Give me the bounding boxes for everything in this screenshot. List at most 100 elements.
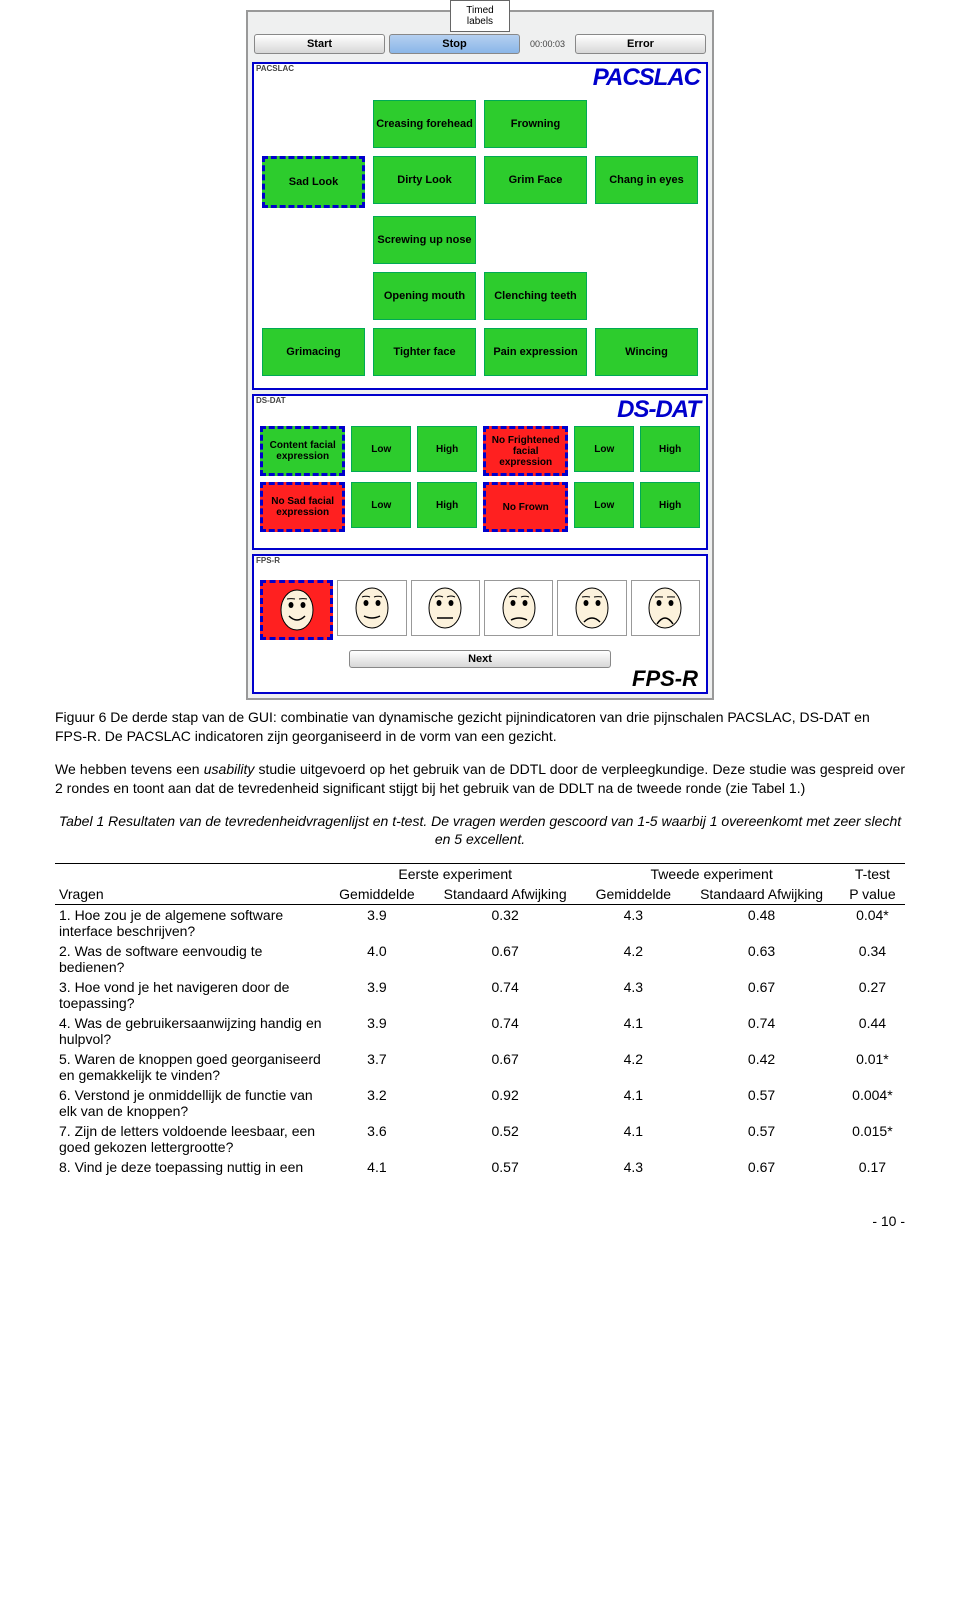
- dsdat-panel: DS-DAT DS-DAT Content facial expressionL…: [252, 394, 708, 550]
- table-cell: 0.52: [427, 1121, 584, 1157]
- dsdat-cell[interactable]: High: [640, 482, 700, 528]
- column-header: Standaard Afwijking: [683, 884, 840, 905]
- indicator-cell: [484, 216, 587, 262]
- table-cell: 3.9: [327, 1013, 427, 1049]
- table-cell: 3.9: [327, 905, 427, 942]
- table-cell: 0.67: [427, 1049, 584, 1085]
- indicator-cell[interactable]: Screwing up nose: [373, 216, 476, 264]
- table-cell: 6. Verstond je onmiddellijk de functie v…: [55, 1085, 327, 1121]
- fpsr-face[interactable]: [557, 580, 626, 636]
- dsdat-cell[interactable]: Low: [574, 482, 634, 528]
- table-cell: 0.27: [840, 977, 905, 1013]
- table-cell: 0.57: [427, 1157, 584, 1177]
- table-cell: 4.1: [583, 1013, 683, 1049]
- column-header: Gemiddelde: [327, 884, 427, 905]
- table-cell: 0.04*: [840, 905, 905, 942]
- table-cell: 0.42: [683, 1049, 840, 1085]
- indicator-cell: [595, 216, 698, 262]
- table-cell: 0.92: [427, 1085, 584, 1121]
- table-cell: 4.0: [327, 941, 427, 977]
- table-cell: 0.32: [427, 905, 584, 942]
- group-header: T-test: [840, 864, 905, 885]
- indicator-cell[interactable]: Chang in eyes: [595, 156, 698, 204]
- indicator-cell[interactable]: Opening mouth: [373, 272, 476, 320]
- gui-window: Timed labels Start Stop 00:00:03 Error P…: [246, 10, 714, 700]
- next-button[interactable]: Next: [349, 650, 611, 668]
- table-cell: 0.57: [683, 1085, 840, 1121]
- table-cell: 4. Was de gebruikersaanwijzing handig en…: [55, 1013, 327, 1049]
- panel-tag: PACSLAC: [256, 64, 294, 73]
- indicator-cell[interactable]: Grim Face: [484, 156, 587, 204]
- indicator-cell[interactable]: Dirty Look: [373, 156, 476, 204]
- figure-caption: Figuur 6 De derde stap van de GUI: combi…: [55, 708, 905, 746]
- results-table: Eerste experimentTweede experimentT-test…: [55, 863, 905, 1177]
- table-cell: 3.2: [327, 1085, 427, 1121]
- group-header: Tweede experiment: [583, 864, 839, 885]
- panel-tag: DS-DAT: [256, 396, 286, 405]
- error-button[interactable]: Error: [575, 34, 706, 54]
- dsdat-cell[interactable]: Low: [574, 426, 634, 472]
- panel-title: DS-DAT: [617, 396, 700, 424]
- timed-labels-tab[interactable]: Timed labels: [450, 0, 510, 32]
- dsdat-cell[interactable]: No Frown: [483, 482, 568, 532]
- start-button[interactable]: Start: [254, 34, 385, 54]
- table-cell: 0.01*: [840, 1049, 905, 1085]
- indicator-cell: [262, 272, 365, 318]
- fpsr-face[interactable]: [484, 580, 553, 636]
- table-cell: 4.3: [583, 1157, 683, 1177]
- table-cell: 0.74: [427, 1013, 584, 1049]
- indicator-cell[interactable]: Clenching teeth: [484, 272, 587, 320]
- indicator-cell[interactable]: Wincing: [595, 328, 698, 376]
- indicator-cell: [595, 100, 698, 146]
- dsdat-cell[interactable]: Content facial expression: [260, 426, 345, 476]
- table-cell: 0.34: [840, 941, 905, 977]
- table-cell: 4.3: [583, 905, 683, 942]
- table-cell: 0.63: [683, 941, 840, 977]
- dsdat-cell[interactable]: No Frightened facial expression: [483, 426, 568, 476]
- indicator-cell: [595, 272, 698, 318]
- dsdat-cell[interactable]: High: [417, 482, 477, 528]
- column-header: Vragen: [55, 884, 327, 905]
- dsdat-cell[interactable]: Low: [351, 426, 411, 472]
- panel-title: PACSLAC: [593, 64, 700, 92]
- dsdat-cell[interactable]: High: [417, 426, 477, 472]
- dsdat-cell[interactable]: High: [640, 426, 700, 472]
- table-cell: 3.6: [327, 1121, 427, 1157]
- table-cell: 0.74: [427, 977, 584, 1013]
- table-cell: 0.67: [683, 977, 840, 1013]
- table-cell: 2. Was de software eenvoudig te bedienen…: [55, 941, 327, 977]
- indicator-cell[interactable]: Grimacing: [262, 328, 365, 376]
- table-cell: 0.17: [840, 1157, 905, 1177]
- table-cell: 0.44: [840, 1013, 905, 1049]
- group-header: Eerste experiment: [327, 864, 583, 885]
- fpsr-face[interactable]: [337, 580, 406, 636]
- table-cell: 4.2: [583, 941, 683, 977]
- timer-text: 00:00:03: [530, 39, 565, 49]
- stop-button[interactable]: Stop: [389, 34, 520, 54]
- table-cell: 0.67: [683, 1157, 840, 1177]
- fpsr-face[interactable]: [411, 580, 480, 636]
- fpsr-face[interactable]: [260, 580, 333, 640]
- indicator-cell: [262, 100, 365, 146]
- table-caption: Tabel 1 Resultaten van de tevredenheidvr…: [55, 812, 905, 850]
- table-cell: 3.9: [327, 977, 427, 1013]
- table-cell: 0.74: [683, 1013, 840, 1049]
- dsdat-cell[interactable]: No Sad facial expression: [260, 482, 345, 532]
- fpsr-panel: FPS-R Next FPS-R: [252, 554, 708, 694]
- indicator-cell[interactable]: Pain expression: [484, 328, 587, 376]
- indicator-cell[interactable]: Creasing forehead: [373, 100, 476, 148]
- column-header: Gemiddelde: [583, 884, 683, 905]
- indicator-cell[interactable]: Tighter face: [373, 328, 476, 376]
- dsdat-cell[interactable]: Low: [351, 482, 411, 528]
- table-cell: 0.57: [683, 1121, 840, 1157]
- table-cell: 0.67: [427, 941, 584, 977]
- fpsr-label: FPS-R: [632, 666, 698, 692]
- table-cell: 5. Waren de knoppen goed georganiseerd e…: [55, 1049, 327, 1085]
- indicator-cell[interactable]: Frowning: [484, 100, 587, 148]
- pacslac-panel: PACSLAC PACSLAC Creasing foreheadFrownin…: [252, 62, 708, 390]
- column-header: P value: [840, 884, 905, 905]
- indicator-cell[interactable]: Sad Look: [262, 156, 365, 208]
- table-cell: 7. Zijn de letters voldoende leesbaar, e…: [55, 1121, 327, 1157]
- fpsr-face[interactable]: [631, 580, 700, 636]
- table-cell: 4.1: [583, 1121, 683, 1157]
